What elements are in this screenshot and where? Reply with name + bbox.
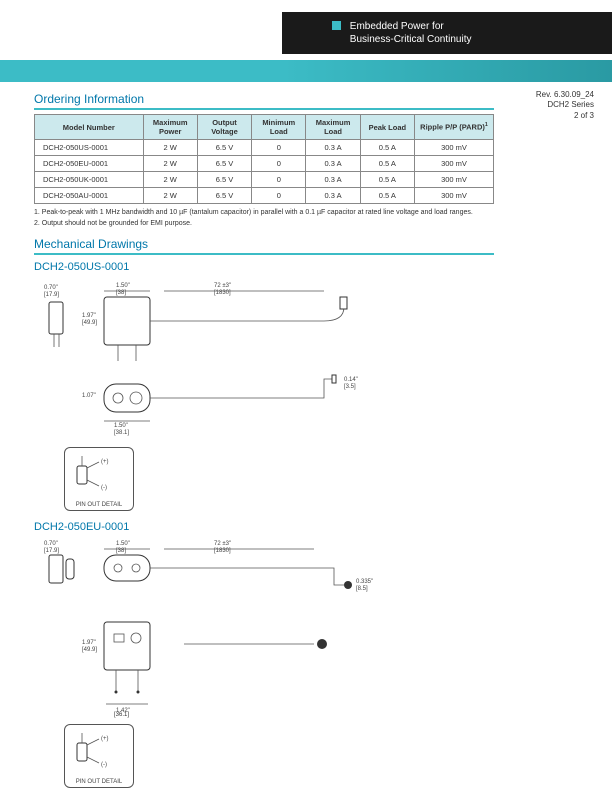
header-tagline: Embedded Power for Business-Critical Con… <box>282 12 612 54</box>
drawing-eu: 0.70" [17.9] 1.50" [38] 72 ±3" [1830] 0.… <box>44 537 494 788</box>
svg-text:1.97": 1.97" <box>82 313 96 319</box>
table-cell: 2 W <box>143 188 197 204</box>
col-minload: Minimum Load <box>252 115 306 140</box>
svg-text:0.335": 0.335" <box>356 579 373 585</box>
eu-top-view-icon: 0.70" [17.9] 1.50" [38] 72 ±3" [1830] 0.… <box>44 537 394 612</box>
revision-block: Rev. 6.30.09_24 DCH2 Series 2 of 3 <box>536 90 594 121</box>
table-cell: 300 mV <box>414 188 493 204</box>
svg-text:[49.9]: [49.9] <box>82 647 97 653</box>
table-cell: 0.5 A <box>360 188 414 204</box>
svg-text:0.14": 0.14" <box>344 377 358 383</box>
table-cell: 6.5 V <box>197 140 251 156</box>
svg-text:(-): (-) <box>101 485 107 491</box>
pinout-jack-icon: (+) (-) <box>69 731 129 771</box>
table-cell: 0.3 A <box>306 140 360 156</box>
svg-text:1.07": 1.07" <box>82 393 96 399</box>
svg-text:0.70": 0.70" <box>44 285 58 291</box>
svg-text:[3.5]: [3.5] <box>344 384 356 390</box>
eu-front-view-icon: 1.97" [49.9] 1.42" <box>44 614 394 714</box>
col-maxload: Maximum Load <box>306 115 360 140</box>
svg-text:1.50": 1.50" <box>114 423 128 429</box>
pinout-label: PIN OUT DETAIL <box>65 502 133 508</box>
table-row: DCH2-050EU-00012 W6.5 V00.3 A0.5 A300 mV <box>35 156 494 172</box>
table-cell: 300 mV <box>414 140 493 156</box>
ordering-table: Model Number Maximum Power Output Voltag… <box>34 114 494 204</box>
svg-text:1.50": 1.50" <box>116 283 130 289</box>
table-cell: 0 <box>252 140 306 156</box>
tagline-line1: Embedded Power for <box>350 21 444 32</box>
svg-text:72 ±3": 72 ±3" <box>214 283 231 289</box>
table-cell: 0.5 A <box>360 156 414 172</box>
footnote-1: 1. Peak-to-peak with 1 MHz bandwidth and… <box>34 208 494 219</box>
page-number: 2 of 3 <box>536 111 594 121</box>
table-cell: 2 W <box>143 140 197 156</box>
col-model: Model Number <box>35 115 144 140</box>
svg-text:72 ±3": 72 ±3" <box>214 541 231 547</box>
svg-text:(-): (-) <box>101 762 107 768</box>
svg-text:[17.9]: [17.9] <box>44 292 59 298</box>
svg-text:[49.9]: [49.9] <box>82 320 97 326</box>
table-cell: 0 <box>252 172 306 188</box>
table-cell: 0.5 A <box>360 172 414 188</box>
svg-text:1.97": 1.97" <box>82 640 96 646</box>
table-header-row: Model Number Maximum Power Output Voltag… <box>35 115 494 140</box>
col-voltage: Output Voltage <box>197 115 251 140</box>
table-row: DCH2-050UK-00012 W6.5 V00.3 A0.5 A300 mV <box>35 172 494 188</box>
table-cell: DCH2-050US-0001 <box>35 140 144 156</box>
table-cell: DCH2-050UK-0001 <box>35 172 144 188</box>
table-cell: 2 W <box>143 172 197 188</box>
table-cell: 6.5 V <box>197 156 251 172</box>
table-cell: 0 <box>252 156 306 172</box>
us-pinout-detail: (+) (-) PIN OUT DETAIL <box>64 447 134 511</box>
footnotes: 1. Peak-to-peak with 1 MHz bandwidth and… <box>34 208 494 229</box>
table-cell: DCH2-050EU-0001 <box>35 156 144 172</box>
table-cell: 0.5 A <box>360 140 414 156</box>
mechanical-title: Mechanical Drawings <box>34 237 494 255</box>
accent-bar <box>0 60 612 82</box>
model-us-heading: DCH2-050US-0001 <box>34 261 494 273</box>
eu-pinout-detail: (+) (-) PIN OUT DETAIL <box>64 724 134 788</box>
table-cell: 6.5 V <box>197 172 251 188</box>
us-top-view-icon: 0.70" [17.9] 1.50" [38] 1.97" [49.9] 72 … <box>44 277 394 367</box>
pinout-label: PIN OUT DETAIL <box>65 779 133 785</box>
table-cell: 300 mV <box>414 172 493 188</box>
table-row: DCH2-050AU-00012 W6.5 V00.3 A0.5 A300 mV <box>35 188 494 204</box>
table-cell: 6.5 V <box>197 188 251 204</box>
svg-text:(+): (+) <box>101 459 109 465</box>
series-name: DCH2 Series <box>536 100 594 110</box>
tagline-line2: Business-Critical Continuity <box>350 34 472 45</box>
table-cell: DCH2-050AU-0001 <box>35 188 144 204</box>
drawing-us: 0.70" [17.9] 1.50" [38] 1.97" [49.9] 72 … <box>44 277 494 511</box>
svg-text:[8.5]: [8.5] <box>356 586 368 592</box>
table-cell: 0.3 A <box>306 172 360 188</box>
revision-number: Rev. 6.30.09_24 <box>536 90 594 100</box>
ordering-title: Ordering Information <box>34 92 494 110</box>
table-cell: 300 mV <box>414 156 493 172</box>
table-cell: 0.3 A <box>306 188 360 204</box>
svg-text:0.70": 0.70" <box>44 541 58 547</box>
svg-text:[38.1]: [38.1] <box>114 430 129 436</box>
table-cell: 0 <box>252 188 306 204</box>
table-row: DCH2-050US-00012 W6.5 V00.3 A0.5 A300 mV <box>35 140 494 156</box>
pinout-jack-icon: (+) (-) <box>69 454 129 494</box>
svg-text:1.50": 1.50" <box>116 541 130 547</box>
table-cell: 2 W <box>143 156 197 172</box>
accent-square-icon <box>332 21 341 30</box>
svg-text:[17.9]: [17.9] <box>44 548 59 554</box>
model-eu-heading: DCH2-050EU-0001 <box>34 521 494 533</box>
table-cell: 0.3 A <box>306 156 360 172</box>
col-ripple: Ripple P/P (PARD)1 <box>414 115 493 140</box>
col-peakload: Peak Load <box>360 115 414 140</box>
col-maxpower: Maximum Power <box>143 115 197 140</box>
us-side-view-icon: 1.07" 1.50" [38.1] 0.14" [3.5] <box>44 369 394 439</box>
svg-text:(+): (+) <box>101 736 109 742</box>
footnote-2: 2. Output should not be grounded for EMI… <box>34 219 494 230</box>
